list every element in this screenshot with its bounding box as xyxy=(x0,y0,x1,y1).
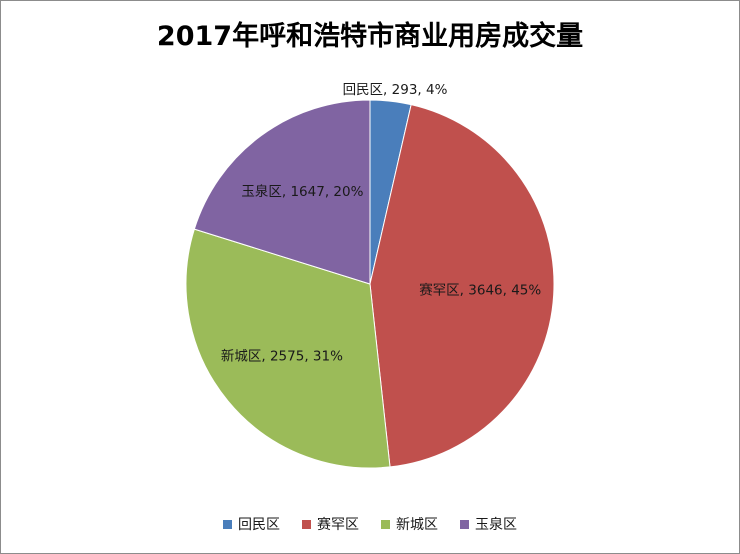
legend-label: 玉泉区 xyxy=(475,517,517,533)
legend-swatch xyxy=(302,519,311,529)
data-label-1: 回民区, 293, 4% xyxy=(343,82,448,98)
legend-item-4: 玉泉区 xyxy=(460,514,517,534)
data-label-2: 赛罕区, 3646, 45% xyxy=(419,282,541,298)
data-label-3: 新城区, 2575, 31% xyxy=(221,348,343,364)
legend-label: 赛罕区 xyxy=(317,517,359,533)
legend-item-2: 赛罕区 xyxy=(302,514,359,534)
legend-swatch xyxy=(381,519,390,529)
pie-slice-3 xyxy=(185,228,391,469)
legend-item-3: 新城区 xyxy=(381,514,438,534)
pie-slice-2 xyxy=(369,104,555,468)
legend-item-1: 回民区 xyxy=(223,514,280,534)
legend-swatch xyxy=(223,519,232,529)
pie-slice-4 xyxy=(193,99,371,285)
legend-swatch xyxy=(460,519,469,529)
legend-label: 新城区 xyxy=(396,517,438,533)
data-label-4: 玉泉区, 1647, 20% xyxy=(241,183,363,200)
chart-legend: 回民区 赛罕区 新城区 玉泉区 xyxy=(0,514,740,534)
legend-label: 回民区 xyxy=(238,517,280,533)
chart-title: 2017年呼和浩特市商业用房成交量 xyxy=(156,21,584,52)
